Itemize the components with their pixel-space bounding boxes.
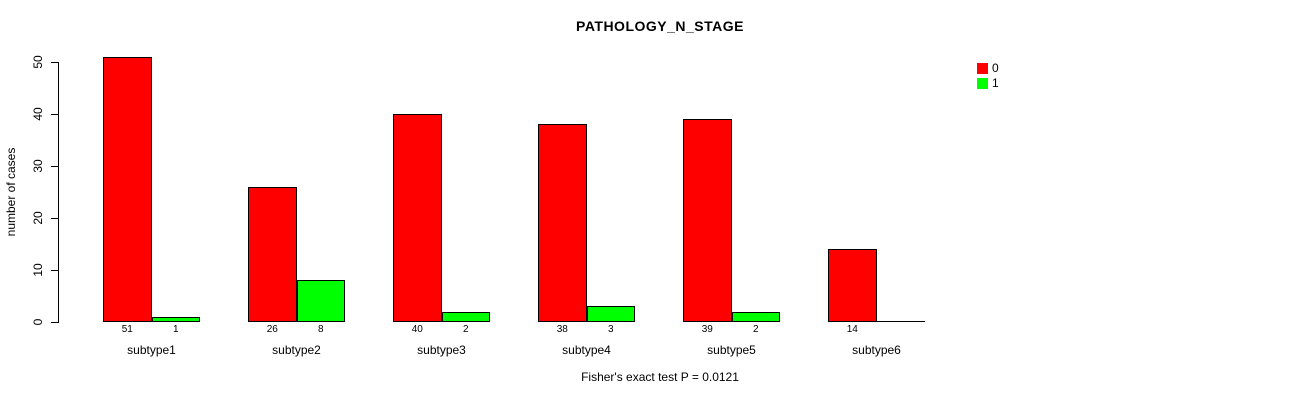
bar-value-label-0-subtype6: 14 xyxy=(846,324,858,335)
legend-color-swatch-0 xyxy=(977,62,988,74)
bar-1-subtype3 xyxy=(441,311,490,322)
legend-item-0: 0 xyxy=(977,62,999,74)
category-label-subtype4: subtype4 xyxy=(562,343,611,357)
category-label-subtype1: subtype1 xyxy=(127,343,176,357)
bar-1-subtype1 xyxy=(151,316,200,322)
bar-value-label-0-subtype4: 38 xyxy=(556,324,568,335)
bar-value-label-0-subtype5: 39 xyxy=(701,324,713,335)
bar-value-label-1-subtype5: 2 xyxy=(752,324,759,335)
y-axis-tick-label: 40 xyxy=(31,107,45,121)
bar-value-label-1-subtype3: 2 xyxy=(462,324,469,335)
y-axis-tick xyxy=(51,322,58,323)
bar-0-subtype3 xyxy=(393,114,442,322)
zero-bar-1-subtype6 xyxy=(876,321,925,322)
fisher-test-annotation: Fisher's exact test P = 0.0121 xyxy=(581,370,739,384)
y-axis-tick-label: 50 xyxy=(31,55,45,69)
legend-label-1: 1 xyxy=(992,76,999,90)
y-axis-line xyxy=(58,62,59,323)
y-axis-tick xyxy=(51,166,58,167)
bar-value-label-0-subtype1: 51 xyxy=(121,324,133,335)
bar-0-subtype1 xyxy=(103,56,152,322)
chart-title: PATHOLOGY_N_STAGE xyxy=(576,18,744,34)
category-label-subtype6: subtype6 xyxy=(852,343,901,357)
y-axis-tick xyxy=(51,114,58,115)
y-axis-tick xyxy=(51,218,58,219)
bar-0-subtype4 xyxy=(538,124,587,322)
legend-color-swatch-1 xyxy=(977,77,988,89)
bar-1-subtype2 xyxy=(296,280,345,322)
legend-label-0: 0 xyxy=(992,61,999,75)
bar-1-subtype4 xyxy=(586,306,635,322)
category-label-subtype5: subtype5 xyxy=(707,343,756,357)
y-axis-tick-label: 10 xyxy=(31,263,45,277)
y-axis-label: number of cases xyxy=(4,147,18,237)
bar-0-subtype5 xyxy=(683,119,732,322)
bar-value-label-1-subtype2: 8 xyxy=(317,324,324,335)
y-axis-tick xyxy=(51,270,58,271)
bar-0-subtype2 xyxy=(248,186,297,322)
bar-value-label-1-subtype1: 1 xyxy=(172,324,179,335)
legend-item-1: 1 xyxy=(977,77,999,89)
y-axis-tick-label: 20 xyxy=(31,211,45,225)
y-axis-tick-label: 0 xyxy=(31,318,45,326)
bar-value-label-0-subtype3: 40 xyxy=(411,324,423,335)
bar-value-label-0-subtype2: 26 xyxy=(266,324,278,335)
category-label-subtype3: subtype3 xyxy=(417,343,466,357)
bar-1-subtype5 xyxy=(731,311,780,322)
y-axis-tick-label: 30 xyxy=(31,159,45,173)
bar-0-subtype6 xyxy=(828,249,877,322)
bar-value-label-1-subtype4: 3 xyxy=(607,324,614,335)
category-label-subtype2: subtype2 xyxy=(272,343,321,357)
y-axis-tick xyxy=(51,62,58,63)
